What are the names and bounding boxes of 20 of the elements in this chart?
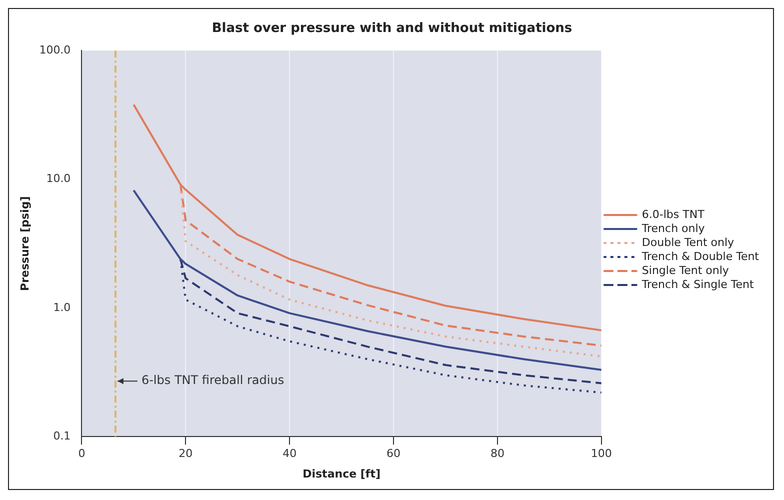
legend-label: Double Tent only — [642, 236, 735, 249]
x-tick-label: 80 — [490, 447, 504, 460]
x-axis-title: Distance [ft] — [302, 467, 380, 480]
x-tick-label: 100 — [590, 447, 612, 460]
x-tick-label: 40 — [282, 447, 297, 460]
legend-label: Trench & Single Tent — [640, 278, 755, 291]
annotation: 6-lbs TNT fireball radius — [141, 373, 284, 388]
y-tick-label: 1.0 — [53, 300, 71, 314]
x-tick-label: 0 — [78, 447, 86, 460]
chart-title: Blast over pressure with and without mitigations — [212, 21, 572, 36]
x-tick-label: 60 — [386, 447, 401, 460]
legend-label: Trench & Double Tent — [640, 250, 760, 263]
legend-label: Trench only — [640, 222, 706, 235]
y-axis-title: Pressure [psig] — [18, 196, 32, 291]
x-tick-label: 20 — [178, 447, 193, 460]
y-tick-label: 10.0 — [46, 172, 71, 186]
legend-label: Single Tent only — [642, 264, 730, 277]
legend-label: 6.0-lbs TNT — [642, 208, 705, 221]
y-tick-label: 0.1 — [53, 429, 71, 442]
y-tick-label: 100.0 — [39, 43, 71, 56]
